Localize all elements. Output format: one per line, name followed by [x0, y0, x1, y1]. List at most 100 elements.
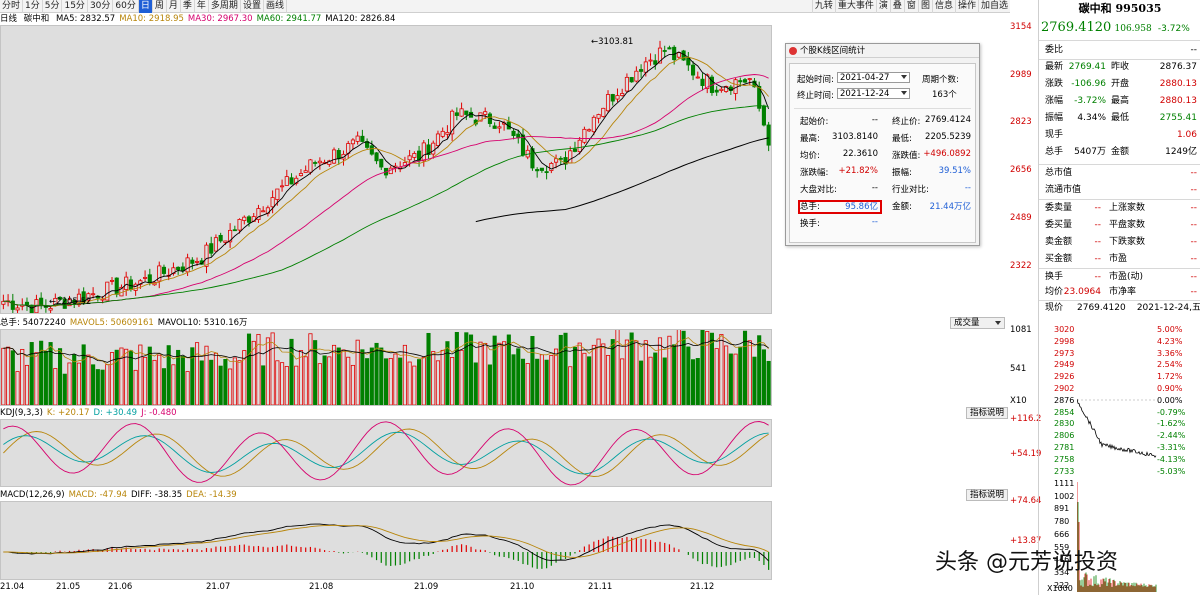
stat-label: 起始价: — [800, 117, 829, 127]
quote-row: 涨跌 -106.96 开盘 2880.13 — [1039, 76, 1200, 93]
candle-body — [199, 260, 204, 265]
interval-stats-dialog[interactable]: 个股K线区间统计 起始时间: 2021-04-27 周期个数: 终止时间: 20… — [785, 43, 980, 246]
volume-bar — [388, 357, 393, 406]
toolbar-button[interactable]: 图 — [917, 0, 932, 13]
volume-dropdown[interactable]: 成交量 — [950, 317, 1005, 329]
period-tab[interactable]: 60分 — [113, 0, 139, 13]
period-tab[interactable]: 年 — [195, 0, 209, 13]
volume-bar — [355, 339, 360, 406]
mini-price-tick: 2854 — [1054, 407, 1075, 417]
volume-bar — [544, 359, 549, 406]
watermark-text: 头条 @元芳说投资 — [935, 550, 1118, 575]
candle-body — [459, 108, 464, 117]
period-tab[interactable]: 多周期 — [209, 0, 241, 13]
toolbar-button[interactable]: 演 — [875, 0, 890, 13]
candle-body — [147, 274, 152, 283]
period-tab[interactable]: 30分 — [88, 0, 114, 13]
high-label: ←3103.81 — [591, 37, 633, 47]
volume-panel[interactable] — [0, 328, 772, 406]
kdj-panel[interactable] — [0, 419, 772, 487]
kline-panel[interactable]: ←3103.81 ←2205.52 — [0, 25, 772, 321]
intraday-mini-chart[interactable] — [1077, 322, 1157, 595]
volume-bar — [199, 360, 204, 406]
volume-bar — [582, 352, 587, 406]
mini-pct-tick: -0.79% — [1157, 407, 1186, 417]
indicator-legend-item: MACD(12,26,9) — [0, 490, 65, 500]
volume-bar — [383, 358, 389, 406]
volume-bar — [317, 363, 322, 406]
macd-help-button[interactable]: 指标说明 — [966, 489, 1009, 501]
kdj-help-button[interactable]: 指标说明 — [966, 407, 1009, 419]
candle-body — [280, 185, 285, 188]
indicator-legend-item: KDJ(9,3,3) — [0, 408, 43, 418]
kdj-legend: KDJ(9,3,3) K: +20.17 D: +30.49 J: -0.480 — [0, 408, 181, 419]
candle-body — [615, 95, 620, 100]
volume-bar — [294, 365, 299, 406]
mini-price-tick: 2926 — [1054, 372, 1075, 382]
period-tab[interactable]: 分时 — [0, 0, 24, 13]
candle-body — [497, 126, 502, 129]
candle-body — [232, 229, 237, 232]
macd-chart[interactable] — [1, 502, 771, 579]
quote-value: -- — [1190, 168, 1198, 178]
volume-chart[interactable] — [1, 328, 771, 406]
candle-body — [714, 89, 719, 93]
volume-bar — [133, 369, 138, 406]
candle-body — [643, 61, 648, 73]
toolbar-button[interactable]: 操作 — [954, 0, 978, 13]
x-axis-label: 21.06 — [108, 582, 133, 592]
candle-body — [327, 160, 332, 165]
volume-bar — [100, 369, 105, 406]
volume-bar — [709, 332, 715, 406]
stock-header: 碳中和 995035 — [1039, 0, 1200, 17]
end-time-select[interactable]: 2021-12-24 — [837, 88, 910, 99]
volume-bar — [742, 330, 748, 406]
period-tab[interactable]: 1分 — [23, 0, 43, 13]
start-time-select[interactable]: 2021-04-27 — [837, 72, 910, 83]
volume-bar — [161, 368, 167, 406]
period-tab[interactable]: 设置 — [241, 0, 264, 13]
kline-legend-name: 碳中和 — [23, 14, 50, 24]
volume-bar — [539, 354, 544, 406]
mini-price-line — [1077, 398, 1157, 458]
toolbar-button[interactable]: 信息 — [931, 0, 955, 13]
mini-price-tick: 2830 — [1054, 419, 1075, 429]
toolbar-button[interactable]: 九转 — [811, 0, 835, 13]
toolbar-button[interactable]: 叠 — [889, 0, 904, 13]
volume-bar — [246, 333, 252, 406]
period-tab[interactable]: 季 — [181, 0, 195, 13]
kline-chart[interactable]: ←3103.81 ←2205.52 — [1, 26, 771, 321]
y-axis-tick: 2489 — [1010, 213, 1032, 223]
volume-bar — [473, 362, 478, 406]
candle-body — [39, 297, 44, 306]
period-tab[interactable]: 日 — [138, 0, 153, 13]
quote-row: 现手 1.06 — [1039, 127, 1200, 144]
period-tab[interactable]: 5分 — [43, 0, 63, 13]
x-axis-label: 21.09 — [414, 582, 439, 592]
period-tab[interactable]: 周 — [153, 0, 167, 13]
quote-label: 总市值 — [1045, 168, 1073, 178]
period-tab[interactable]: 月 — [167, 0, 181, 13]
period-tab[interactable]: 画线 — [264, 0, 287, 13]
quote-value: -- — [1190, 220, 1198, 230]
candle-body — [360, 135, 365, 142]
kdj-line — [3, 421, 769, 486]
candle-body — [204, 244, 209, 267]
candle-body — [544, 171, 549, 174]
volume-bar — [265, 337, 270, 406]
toolbar-button[interactable]: 加自选 — [977, 0, 1010, 13]
period-tab[interactable]: 15分 — [62, 0, 88, 13]
volume-bar — [6, 346, 11, 406]
candle-body — [700, 78, 705, 86]
volume-bar — [695, 358, 700, 406]
kdj-chart[interactable] — [1, 420, 771, 486]
volume-bar — [284, 366, 289, 406]
toolbar-button[interactable]: 窗 — [903, 0, 918, 13]
dialog-body: 起始时间: 2021-04-27 周期个数: 终止时间: 2021-12-24 … — [789, 63, 976, 243]
quote-label: 市净率 — [1109, 287, 1137, 297]
price-line: 2769.4120 106.958 -3.72% — [1041, 20, 1200, 38]
macd-panel[interactable] — [0, 501, 772, 580]
dialog-title-bar[interactable]: 个股K线区间统计 — [786, 44, 979, 58]
stat-value: +496.0892 — [923, 149, 971, 159]
toolbar-button[interactable]: 重大事件 — [834, 0, 876, 13]
